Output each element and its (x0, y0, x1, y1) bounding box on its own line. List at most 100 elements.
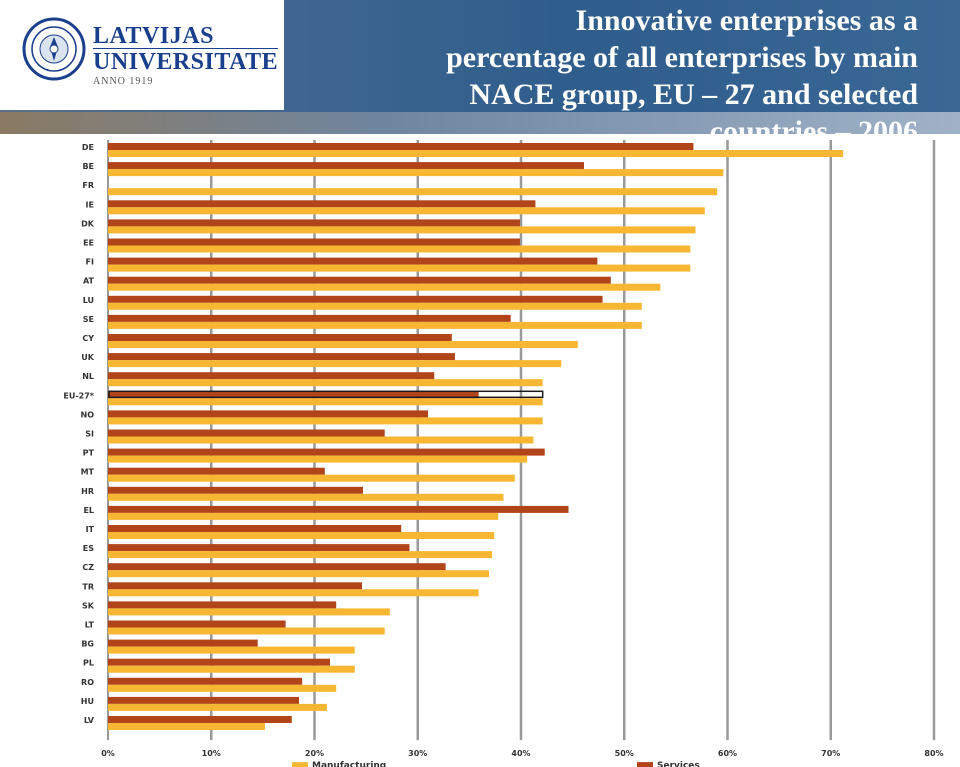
x-tick-label: 80% (924, 749, 943, 758)
manufacturing-bar (108, 570, 489, 578)
manufacturing-bar (108, 226, 696, 234)
services-bar (108, 467, 325, 475)
category-label: NO (81, 410, 95, 419)
manufacturing-bar (108, 360, 562, 368)
services-bar (108, 372, 435, 380)
x-tick-label: 20% (305, 749, 324, 758)
manufacturing-bar (108, 150, 844, 157)
university-seal-icon (22, 17, 86, 81)
services-bar (108, 448, 545, 456)
services-bar (108, 601, 337, 609)
services-bar (108, 505, 569, 513)
services-bar (108, 276, 611, 284)
chart-area: 0% 10% 20% 30% 40% 50% 60% 70% 80% DE BE FR IE DK EE FI… (0, 134, 960, 767)
services-bar (108, 200, 536, 208)
category-label: FI (86, 258, 94, 267)
services-bar (108, 143, 694, 150)
category-label: ES (83, 544, 94, 553)
services-bar (108, 486, 364, 494)
category-label: DK (81, 219, 95, 228)
category-label: HU (81, 697, 94, 706)
category-label: BE (82, 162, 94, 171)
manufacturing-bar (108, 264, 691, 272)
category-label: CZ (82, 563, 94, 572)
services-bar (108, 334, 452, 341)
services-bar (108, 295, 603, 303)
x-tick-label: 50% (615, 749, 634, 758)
services-bar (108, 639, 258, 647)
category-label: SE (83, 315, 94, 324)
x-tick-label: 30% (408, 749, 427, 758)
category-label: LT (85, 621, 95, 630)
manufacturing-bar (108, 169, 724, 177)
services-bar (108, 696, 300, 704)
manufacturing-bar (108, 723, 265, 730)
category-label: HR (81, 487, 94, 496)
services-bar (108, 162, 584, 170)
manufacturing-bar (108, 207, 705, 215)
manufacturing-bar (108, 341, 578, 348)
services-bar (108, 563, 446, 571)
legend-label-manufacturing: Manufacturing (312, 761, 386, 767)
services-bar (108, 238, 520, 246)
category-label: PT (83, 449, 95, 458)
services-bar (108, 716, 292, 723)
manufacturing-bar (108, 646, 355, 654)
x-tick-label: 60% (718, 749, 737, 758)
legend-label-services: Services (657, 761, 700, 767)
services-bar (108, 353, 455, 361)
manufacturing-bar (108, 436, 534, 444)
services-bar (108, 257, 598, 265)
services-bar (108, 525, 402, 532)
category-label: EE (83, 239, 94, 248)
category-label: BG (81, 640, 94, 649)
category-label: UK (81, 353, 94, 362)
manufacturing-bar (108, 703, 327, 711)
category-label: CY (82, 334, 94, 343)
category-label: LU (83, 296, 94, 305)
highlight-outline (108, 390, 544, 399)
manufacturing-bar (108, 512, 499, 520)
x-tick-label: 10% (202, 749, 221, 758)
logo-text: LATVIJAS UNIVERSITATE ANNO 1919 (93, 23, 279, 87)
logo-line2: UNIVERSITATE (93, 48, 279, 75)
services-bar (108, 391, 479, 399)
manufacturing-bar (108, 188, 718, 196)
category-label: IE (86, 200, 94, 209)
category-label: TR (82, 582, 94, 591)
services-bar (108, 620, 286, 628)
category-label: DE (82, 143, 94, 152)
manufacturing-bar (108, 398, 543, 406)
x-tick-label: 0% (101, 749, 115, 758)
category-label: AT (83, 277, 95, 286)
category-label: FR (82, 181, 94, 190)
manufacturing-bar (108, 608, 390, 616)
manufacturing-bar (108, 493, 504, 501)
category-label: EL (83, 506, 94, 515)
university-logo: LATVIJAS UNIVERSITATE ANNO 1919 (0, 0, 284, 110)
category-label: MT (81, 468, 95, 477)
category-label: IT (86, 525, 95, 534)
manufacturing-bar (108, 474, 515, 482)
category-label: PL (83, 659, 94, 668)
manufacturing-bar (108, 379, 543, 387)
manufacturing-bar (108, 417, 543, 425)
category-label: EU-27* (63, 391, 94, 400)
services-bar (108, 219, 520, 227)
manufacturing-bar (108, 245, 691, 253)
manufacturing-bar (108, 684, 337, 692)
category-label: SI (85, 430, 94, 439)
manufacturing-bar (108, 665, 355, 673)
x-tick-label: 40% (511, 749, 530, 758)
services-bar (108, 314, 511, 322)
manufacturing-bar (108, 551, 493, 559)
services-bar (108, 429, 385, 437)
manufacturing-bar (108, 589, 479, 597)
logo-line1: LATVIJAS (93, 23, 214, 49)
manufacturing-bar (108, 532, 495, 539)
services-bar (108, 582, 362, 590)
category-label: LV (84, 716, 95, 725)
manufacturing-bar (108, 283, 661, 291)
bar-chart: 0% 10% 20% 30% 40% 50% 60% 70% 80% DE BE FR IE DK EE FI… (63, 140, 944, 767)
services-bar (108, 677, 303, 685)
